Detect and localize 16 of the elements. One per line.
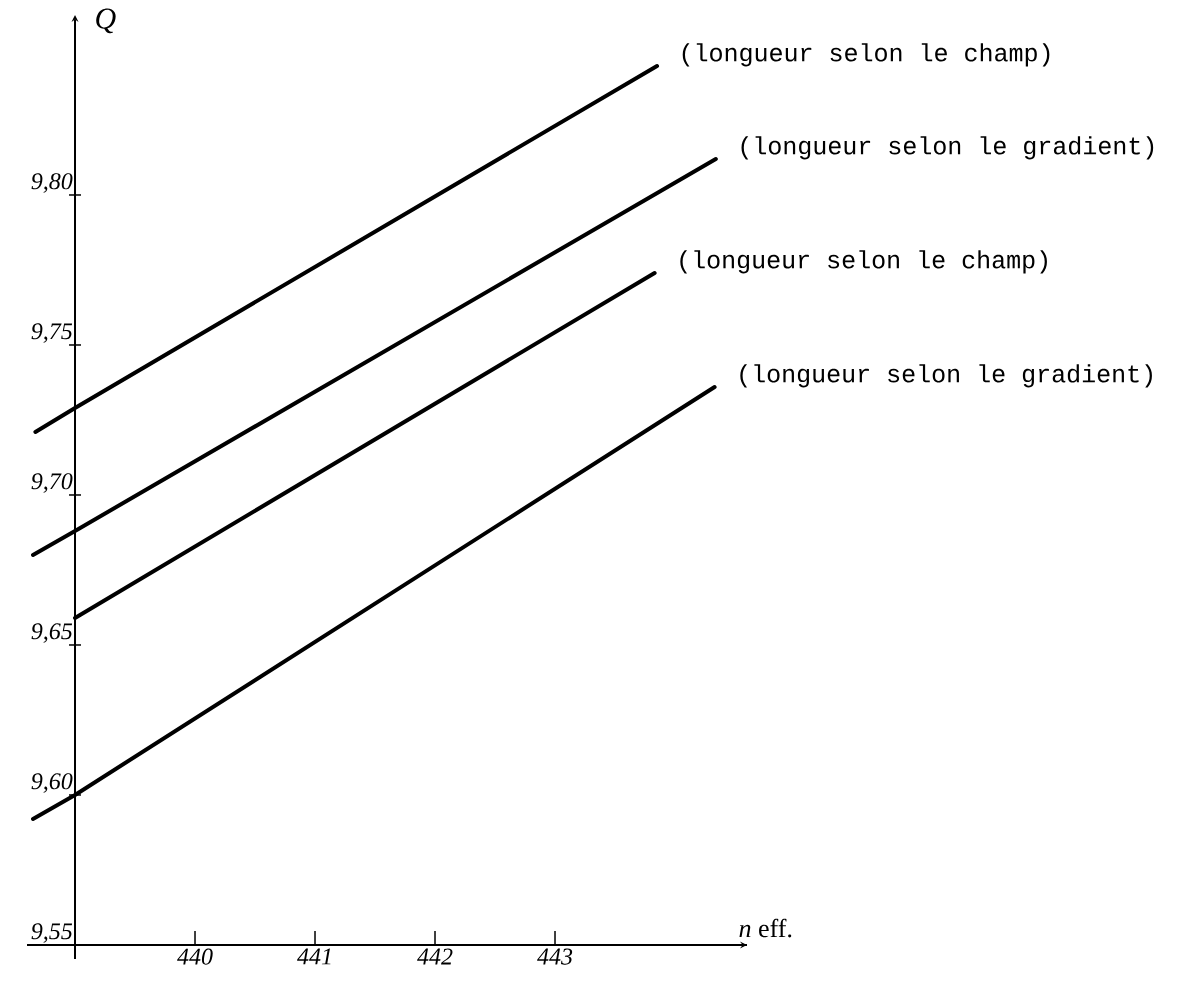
x-axis-title: n eff. [739, 918, 792, 938]
x-tick-label: 443 [537, 948, 573, 965]
y-tick-label: 9,70 [31, 473, 73, 493]
y-tick-label: 9,75 [31, 323, 73, 343]
series-label: (longueur selon le champ) [682, 43, 1050, 67]
x-tick-label: 440 [177, 948, 213, 965]
y-tick-label: 9,65 [31, 623, 73, 643]
x-tick-label: 442 [417, 948, 453, 965]
y-axis-title: Q [96, 8, 116, 34]
y-tick-label: 9,55 [31, 923, 73, 943]
series-label: (longueur selon le gradient) [741, 136, 1154, 160]
y-tick-label: 9,80 [31, 173, 73, 193]
series-label: (longueur selon le champ) [680, 250, 1047, 274]
y-tick-label: 9,60 [31, 773, 73, 793]
series-label: (longueur selon le gradient) [740, 364, 1152, 388]
x-tick-label: 441 [297, 948, 331, 965]
